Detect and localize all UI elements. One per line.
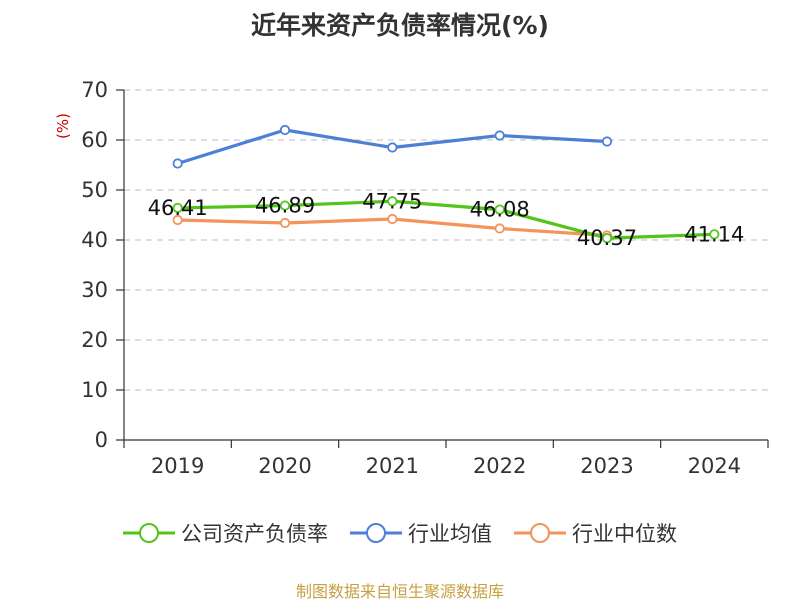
data-label: 46.89 bbox=[255, 194, 315, 218]
x-tick-label: 2019 bbox=[151, 454, 204, 478]
y-axis-label: (%) bbox=[54, 113, 72, 139]
chart-title: 近年来资产负债率情况(%) bbox=[251, 11, 549, 40]
data-point bbox=[387, 142, 398, 153]
x-tick-label: 2024 bbox=[688, 454, 741, 478]
legend-item[interactable]: 行业均值 bbox=[350, 518, 492, 548]
data-point bbox=[172, 214, 183, 226]
y-tick-label: 30 bbox=[81, 278, 108, 302]
grid-lines bbox=[124, 89, 768, 391]
legend-item[interactable]: 行业中位数 bbox=[514, 518, 677, 548]
data-label: 46.41 bbox=[148, 196, 208, 220]
y-tick-label: 60 bbox=[81, 128, 108, 152]
legend-swatch bbox=[123, 523, 175, 543]
data-label: 47.75 bbox=[362, 189, 422, 213]
y-tick-label: 0 bbox=[95, 428, 108, 452]
legend-label: 行业均值 bbox=[408, 522, 492, 546]
data-point bbox=[387, 196, 398, 207]
data-label: 40.37 bbox=[577, 226, 637, 250]
data-point bbox=[709, 229, 720, 240]
source-note: 制图数据来自恒生聚源数据库 bbox=[295, 582, 504, 601]
y-tick-label: 50 bbox=[81, 178, 108, 202]
legend-swatch bbox=[350, 523, 402, 543]
data-point bbox=[601, 233, 613, 244]
series-line bbox=[177, 199, 715, 240]
y-tick-label: 20 bbox=[81, 328, 108, 352]
data-label: 41.14 bbox=[684, 222, 744, 246]
legend-swatch bbox=[514, 523, 566, 543]
x-tick-label: 2021 bbox=[366, 454, 419, 478]
data-point bbox=[494, 204, 505, 215]
data-point bbox=[494, 223, 505, 234]
data-point bbox=[279, 200, 291, 211]
legend-label: 公司资产负债率 bbox=[181, 522, 328, 546]
series-lines bbox=[172, 124, 720, 244]
data-point bbox=[387, 213, 398, 225]
data-point bbox=[279, 217, 291, 229]
data-point bbox=[172, 202, 183, 214]
x-tick-label: 2022 bbox=[473, 454, 526, 478]
x-tick-label: 2020 bbox=[258, 454, 311, 478]
legend-marker bbox=[530, 523, 550, 543]
x-tick-label: 2023 bbox=[580, 454, 633, 478]
legend-label: 行业中位数 bbox=[572, 522, 677, 546]
data-point bbox=[172, 158, 183, 169]
data-point bbox=[494, 130, 505, 141]
legend: 公司资产负债率 行业均值 行业中位数 bbox=[0, 518, 800, 548]
y-tick-label: 10 bbox=[81, 378, 108, 402]
y-tick-label: 70 bbox=[81, 78, 108, 102]
data-point bbox=[279, 124, 291, 136]
legend-marker bbox=[366, 523, 386, 543]
y-tick-label: 40 bbox=[81, 228, 108, 252]
legend-item[interactable]: 公司资产负债率 bbox=[123, 518, 328, 548]
data-labels: 46.41 46.89 47.75 46.08 40.37 41.14 bbox=[148, 189, 745, 250]
data-point bbox=[601, 136, 613, 147]
legend-marker bbox=[139, 523, 159, 543]
axes: 0 10 20 30 40 50 60 70 2019 2020 2021 2022 2023 2024 bbox=[81, 78, 769, 478]
data-label: 46.08 bbox=[470, 198, 530, 222]
